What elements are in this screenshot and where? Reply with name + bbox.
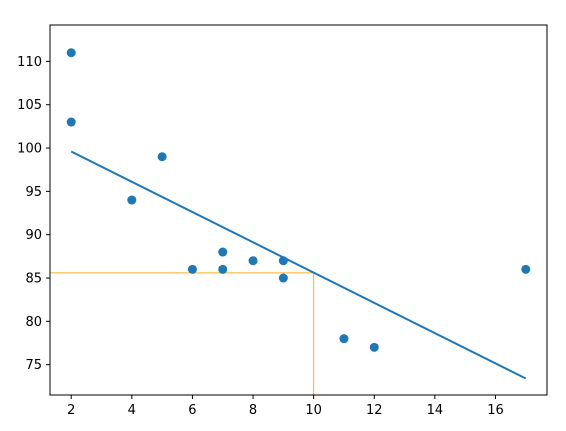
regression-line-group (70, 150, 527, 380)
data-points (66, 48, 531, 352)
y-tick-label: 90 (25, 228, 42, 243)
data-point (127, 195, 137, 205)
data-point (66, 117, 76, 127)
plot-frame (49, 24, 548, 396)
y-axis-ticks: 75 80 85 90 95 100 105 110 (17, 55, 50, 373)
y-tick-label: 100 (17, 142, 42, 157)
data-point (369, 342, 379, 352)
y-tick-label: 80 (25, 315, 42, 330)
y-tick-label: 95 (25, 185, 42, 200)
data-point (157, 152, 167, 162)
y-tick-label: 105 (17, 98, 42, 113)
data-point (278, 256, 288, 266)
x-tick-label: 14 (427, 403, 444, 418)
data-point (248, 256, 258, 266)
x-tick-label: 8 (249, 403, 257, 418)
x-tick-label: 6 (188, 403, 196, 418)
data-point (218, 264, 228, 274)
data-point (278, 273, 288, 283)
x-tick-label: 16 (487, 403, 504, 418)
x-tick-label: 12 (366, 403, 383, 418)
x-tick-label: 10 (305, 403, 322, 418)
x-axis-ticks: 2 4 6 8 10 12 14 16 (67, 395, 504, 418)
x-tick-label: 4 (128, 403, 136, 418)
data-point (339, 334, 349, 344)
regression-line (70, 150, 527, 380)
data-point (187, 264, 197, 274)
data-point (521, 264, 531, 274)
x-tick-label: 2 (67, 403, 75, 418)
y-tick-label: 75 (25, 358, 42, 373)
prediction-guides (50, 272, 315, 395)
data-point (66, 48, 76, 58)
data-point (218, 247, 228, 257)
y-tick-label: 85 (25, 272, 42, 287)
y-tick-label: 110 (17, 55, 42, 70)
